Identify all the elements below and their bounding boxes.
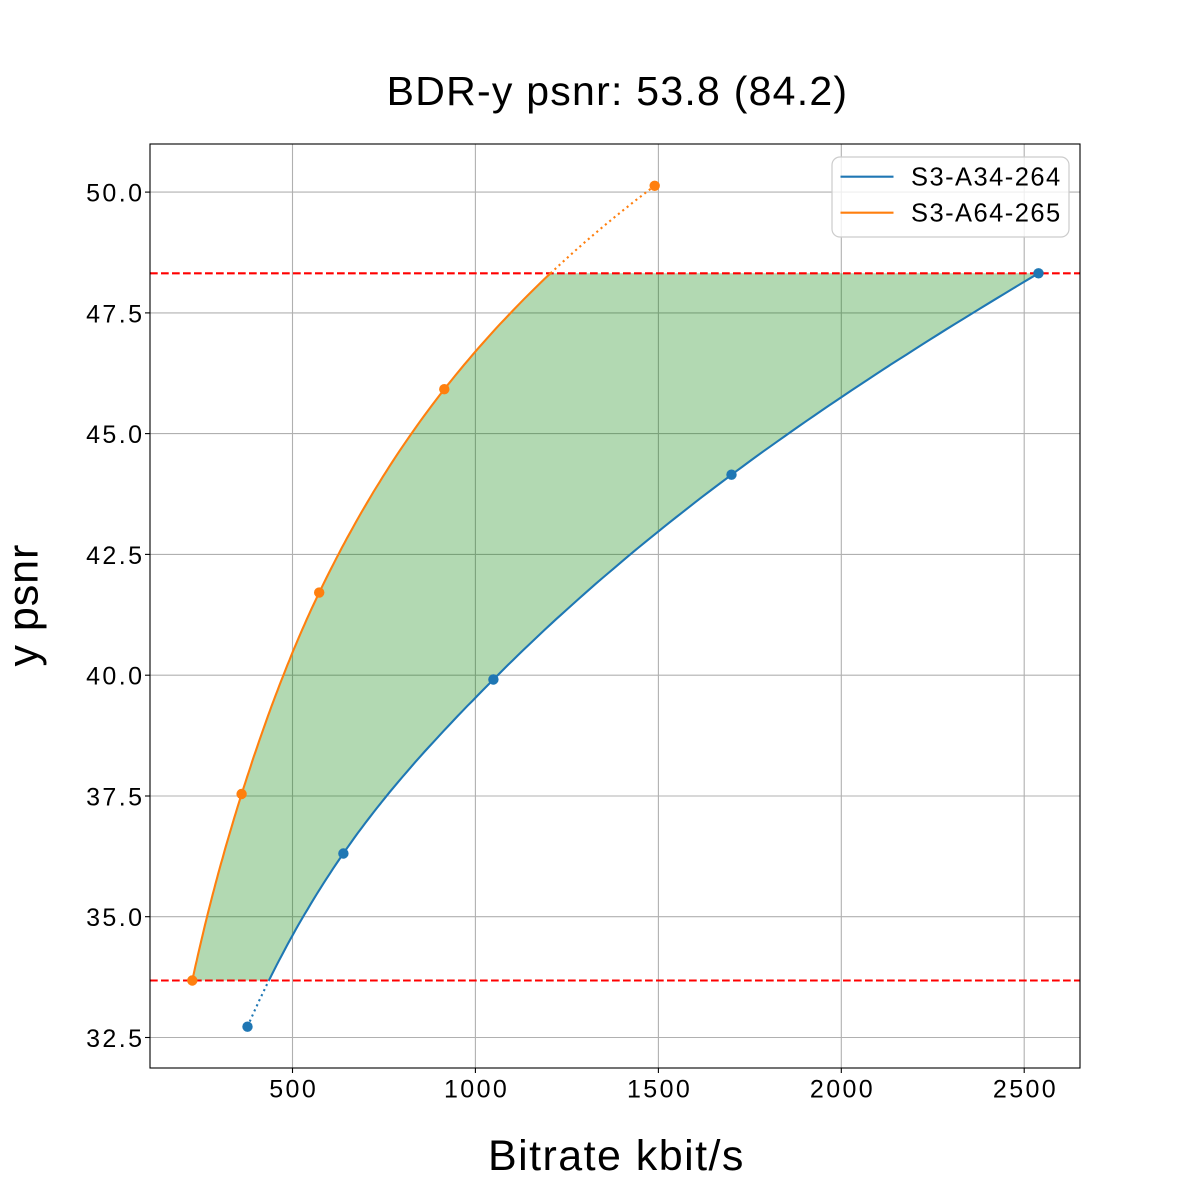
svg-text:S3-A34-264: S3-A34-264 <box>911 164 1062 192</box>
svg-text:2000: 2000 <box>810 1075 875 1103</box>
svg-text:32.5: 32.5 <box>86 1025 144 1053</box>
svg-text:45.0: 45.0 <box>86 421 144 449</box>
svg-text:37.5: 37.5 <box>86 784 144 812</box>
svg-text:1000: 1000 <box>444 1075 509 1103</box>
svg-text:42.5: 42.5 <box>86 542 144 570</box>
svg-text:y psnr: y psnr <box>0 544 47 667</box>
svg-text:S3-A64-265: S3-A64-265 <box>911 200 1062 228</box>
svg-text:Bitrate kbit/s: Bitrate kbit/s <box>488 1132 745 1180</box>
svg-text:1500: 1500 <box>627 1075 692 1103</box>
svg-text:BDR-y psnr: 53.8 (84.2): BDR-y psnr: 53.8 (84.2) <box>387 68 849 114</box>
svg-text:500: 500 <box>269 1075 318 1103</box>
svg-text:50.0: 50.0 <box>86 180 144 208</box>
svg-text:40.0: 40.0 <box>86 663 144 691</box>
svg-text:2500: 2500 <box>993 1075 1058 1103</box>
svg-text:47.5: 47.5 <box>86 300 144 328</box>
svg-text:35.0: 35.0 <box>86 904 144 932</box>
